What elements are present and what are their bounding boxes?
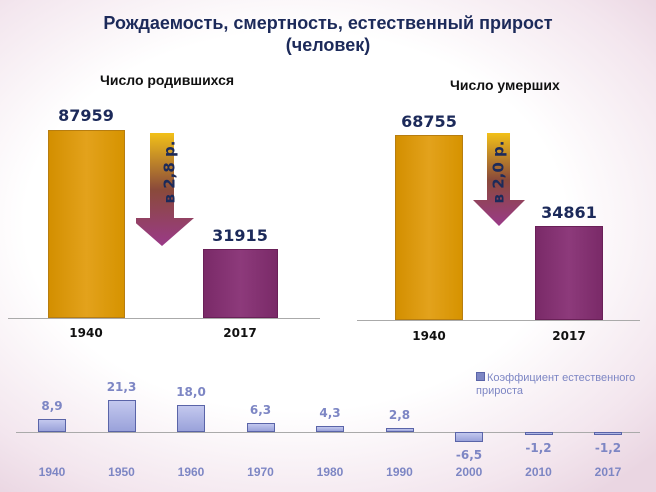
increase-value-label: 2,8 [388,407,411,422]
increase-value-label: 6,3 [249,402,272,417]
births-year-1940: 1940 [69,326,103,340]
legend-swatch-icon [476,372,485,381]
births-year-2017: 2017 [223,326,257,340]
increase-axis [16,432,640,433]
births-value-2017: 31915 [212,226,268,245]
deaths-year-1940: 1940 [412,329,446,343]
deaths-decrease-arrow-icon [473,133,525,226]
increase-year-label: 1990 [386,465,413,479]
increase-bar-2000 [455,432,483,442]
page-title: Рождаемость, смертность, естественный пр… [0,12,656,56]
births-bar-1940 [48,130,125,318]
deaths-arrow-label-wrap: в 2,0 р. [459,141,539,204]
deaths-chart-title: Число умерших [450,77,560,93]
increase-value-label: -6,5 [455,447,483,462]
increase-bar-1990 [385,427,414,432]
increase-value-label: 21,3 [106,380,137,395]
increase-year-label: 1980 [316,465,344,479]
increase-year-label: 2000 [455,465,483,479]
title-line-2: (человек) [285,35,371,55]
increase-bar-2010 [524,432,553,435]
increase-year-label: 1960 [177,465,205,479]
increase-bar-2017 [594,432,622,435]
deaths-axis [357,320,640,321]
increase-year-label: 1950 [108,465,135,479]
deaths-value-2017: 34861 [541,203,597,222]
births-value-1940: 87959 [58,106,114,125]
legend: Коэффициент естественного прироста [476,372,646,398]
increase-bar-1970 [246,422,275,432]
births-axis [8,318,320,319]
increase-bar-1950 [107,400,136,432]
increase-value-label: 18,0 [176,385,206,399]
increase-year-label: 2010 [525,465,552,479]
increase-value-label: 8,9 [41,398,63,413]
deaths-bar-1940 [395,135,463,320]
deaths-value-1940: 68755 [401,112,457,131]
increase-bar-1960 [177,405,205,432]
births-bar-2017 [203,249,278,318]
increase-year-label: 2017 [594,465,622,479]
increase-bar-1940 [38,418,66,432]
increase-value-label: 4,3 [319,405,341,420]
legend-label: Коэффициент естественного прироста [476,372,636,397]
deaths-bar-2017 [535,226,603,320]
increase-year-label: 1940 [38,465,66,479]
increase-value-label: -1,2 [525,441,552,455]
births-chart-title: Число родившихся [100,72,235,88]
births-decrease-arrow-icon [136,133,194,246]
increase-year-label: 1970 [247,465,274,479]
increase-value-label: -1,2 [594,441,622,455]
title-line-1: Рождаемость, смертность, естественный пр… [103,13,553,33]
deaths-year-2017: 2017 [552,329,586,343]
births-ratio-label: в 2,8 р. [159,140,178,204]
births-arrow-label-wrap: в 2,8 р. [130,141,210,204]
increase-bar-1980 [316,425,344,432]
deaths-ratio-label: в 2,0 р. [488,140,507,204]
